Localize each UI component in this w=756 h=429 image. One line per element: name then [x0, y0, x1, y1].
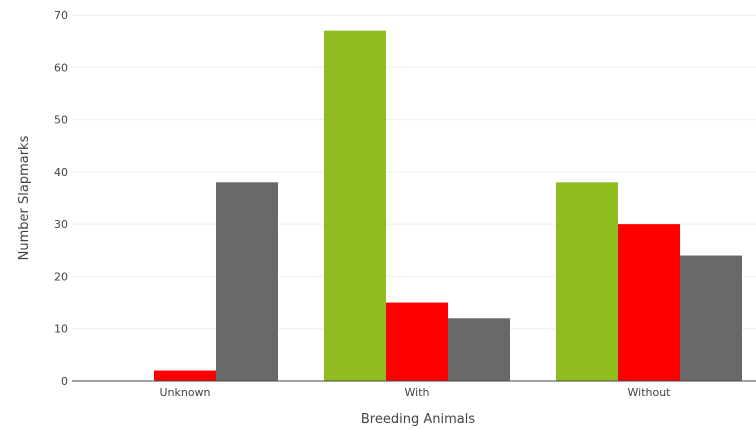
bar[interactable]	[216, 182, 278, 381]
y-tick-label: 30	[54, 218, 68, 231]
gridlines	[72, 14, 756, 330]
x-axis-ticks: Unknown With Without	[159, 386, 671, 399]
y-tick-label: 40	[54, 166, 68, 179]
y-tick-label: 0	[61, 375, 68, 388]
y-tick-label: 70	[54, 9, 68, 22]
bar[interactable]	[324, 30, 386, 381]
bar[interactable]	[556, 182, 618, 381]
bars	[154, 30, 742, 381]
bar[interactable]	[154, 370, 216, 381]
bar[interactable]	[618, 224, 680, 381]
bar[interactable]	[680, 255, 742, 381]
bar[interactable]	[448, 318, 510, 381]
x-tick-label: Without	[628, 386, 672, 399]
x-axis-title: Breeding Animals	[361, 412, 475, 427]
y-tick-label: 20	[54, 270, 68, 283]
y-tick-label: 50	[54, 114, 68, 127]
y-axis-title: Number Slapmarks	[17, 135, 32, 260]
bar[interactable]	[386, 302, 448, 381]
x-tick-label: Unknown	[159, 386, 210, 399]
y-tick-label: 60	[54, 61, 68, 74]
y-axis-ticks: 0 10 20 30 40 50 60 70	[54, 9, 68, 388]
x-tick-label: With	[405, 386, 430, 399]
y-tick-label: 10	[54, 323, 68, 336]
